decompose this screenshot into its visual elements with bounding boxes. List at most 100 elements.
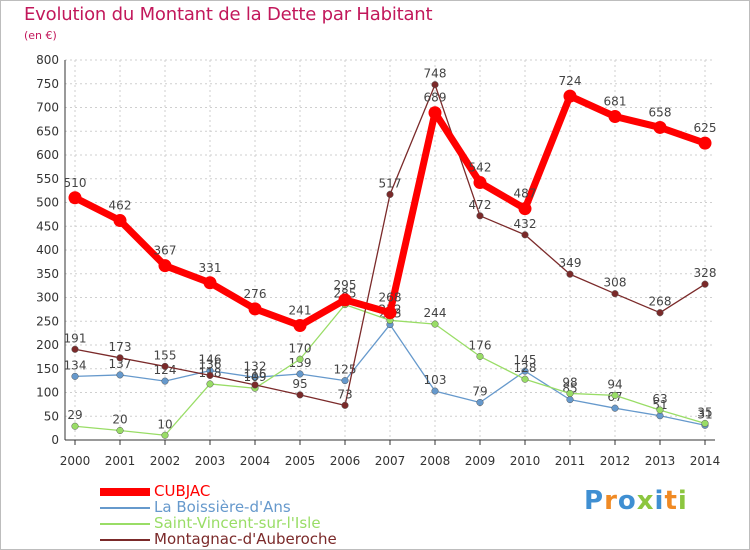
data-label: 517 [379, 176, 402, 190]
data-point [113, 214, 127, 228]
data-label: 31 [697, 407, 712, 421]
data-point [206, 380, 214, 388]
data-point [116, 354, 124, 362]
data-label: 244 [424, 306, 447, 320]
data-label: 625 [694, 121, 717, 135]
logo-letter: r [604, 486, 618, 516]
data-point [473, 176, 487, 190]
logo-letter: o [617, 486, 637, 516]
data-label: 109 [244, 370, 267, 384]
data-point [656, 309, 664, 317]
data-point [68, 191, 82, 205]
data-point [383, 306, 397, 320]
data-label: 487 [514, 187, 537, 201]
data-point [203, 276, 217, 290]
data-label: 328 [694, 266, 717, 280]
x-tick-label: 2010 [510, 454, 541, 468]
data-label: 191 [64, 331, 87, 345]
legend-label: Saint-Vincent-sur-l'Isle [154, 514, 321, 532]
y-tick-label: 450 [36, 219, 59, 233]
data-point [161, 431, 169, 439]
x-tick-label: 2011 [555, 454, 586, 468]
logo-letter: i [677, 486, 688, 516]
data-point [251, 381, 259, 389]
x-tick-label: 2003 [195, 454, 226, 468]
data-point [428, 106, 442, 120]
data-point [296, 355, 304, 363]
data-point [521, 231, 529, 239]
data-point [476, 352, 484, 360]
legend-swatch [100, 539, 150, 541]
data-label: 349 [559, 256, 582, 270]
y-tick-label: 550 [36, 172, 59, 186]
y-tick-label: 50 [44, 409, 59, 423]
data-label: 63 [652, 392, 667, 406]
y-tick-label: 250 [36, 314, 59, 328]
data-point [71, 345, 79, 353]
data-point [611, 290, 619, 298]
data-label: 510 [64, 176, 87, 190]
data-point [296, 391, 304, 399]
y-tick-label: 700 [36, 101, 59, 115]
data-point [701, 419, 709, 427]
data-label: 134 [64, 358, 87, 372]
x-tick-label: 2006 [330, 454, 361, 468]
y-tick-label: 500 [36, 196, 59, 210]
data-label: 331 [199, 261, 222, 275]
data-label: 146 [199, 353, 222, 367]
data-label: 367 [154, 244, 177, 258]
data-point [248, 302, 262, 316]
legend-label: La Boissière-d'Ans [154, 498, 291, 516]
data-label: 173 [109, 340, 132, 354]
y-tick-label: 350 [36, 267, 59, 281]
x-tick-label: 2013 [645, 454, 676, 468]
x-tick-label: 2004 [240, 454, 271, 468]
data-label: 681 [604, 95, 627, 109]
data-point [563, 89, 577, 103]
data-point [293, 319, 307, 333]
y-tick-label: 600 [36, 148, 59, 162]
data-label: 73 [337, 387, 352, 401]
data-label: 139 [289, 356, 312, 370]
data-label: 35 [697, 405, 712, 419]
data-point [566, 389, 574, 398]
data-label: 29 [67, 408, 82, 422]
legend-swatch [100, 507, 150, 509]
x-tick-label: 2007 [375, 454, 406, 468]
data-point [521, 367, 529, 375]
data-point [608, 110, 622, 124]
data-label: 276 [244, 287, 267, 301]
data-point [206, 371, 214, 379]
data-point [158, 259, 172, 273]
y-tick-label: 100 [36, 386, 59, 400]
data-point [611, 404, 619, 412]
data-label: 308 [604, 276, 627, 290]
data-point [476, 398, 484, 407]
data-label: 116 [244, 367, 267, 381]
data-label: 124 [154, 363, 177, 377]
data-point [296, 370, 304, 378]
data-point [518, 202, 532, 216]
data-label: 136 [199, 357, 222, 371]
x-tick-label: 2009 [465, 454, 496, 468]
data-point [161, 377, 169, 385]
y-tick-label: 200 [36, 338, 59, 352]
data-label: 94 [607, 377, 622, 391]
data-label: 10 [157, 417, 172, 431]
data-label: 268 [649, 295, 672, 309]
data-label: 20 [112, 413, 127, 427]
data-point [161, 362, 169, 370]
legend-label: Montagnac-d'Auberoche [154, 530, 337, 548]
x-tick-label: 2005 [285, 454, 316, 468]
x-tick-label: 2014 [690, 454, 721, 468]
data-point [566, 396, 574, 404]
data-point [521, 375, 529, 383]
data-point [611, 391, 619, 399]
data-label: 472 [469, 198, 492, 212]
data-label: 155 [154, 348, 177, 362]
data-label: 432 [514, 217, 537, 231]
data-point [386, 190, 394, 198]
data-label: 145 [514, 353, 537, 367]
data-label: 98 [562, 375, 577, 389]
